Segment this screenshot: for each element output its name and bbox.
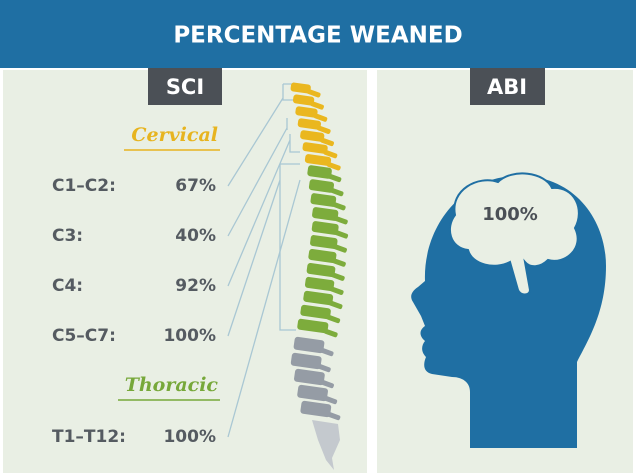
abi-label: ABI xyxy=(487,75,527,99)
percent-value: 92% xyxy=(175,276,216,296)
level-label: C5–C7: xyxy=(52,326,116,346)
level-label: C4: xyxy=(52,276,83,296)
infographic: PERCENTAGE WEANED SCI ABI Cervical Thora… xyxy=(0,0,636,475)
percent-value: 40% xyxy=(175,226,216,246)
level-label: T1–T12: xyxy=(52,427,126,447)
sci-label: SCI xyxy=(166,75,204,99)
cervical-heading: Cervical xyxy=(131,124,218,146)
abi-value: 100% xyxy=(482,204,538,225)
header-title: PERCENTAGE WEANED xyxy=(173,23,462,49)
level-label: C3: xyxy=(52,226,83,246)
level-label: C1–C2: xyxy=(52,176,116,196)
percent-value: 100% xyxy=(163,427,216,447)
percent-value: 100% xyxy=(163,326,216,346)
thoracic-heading: Thoracic xyxy=(125,374,219,396)
percent-value: 67% xyxy=(175,176,216,196)
